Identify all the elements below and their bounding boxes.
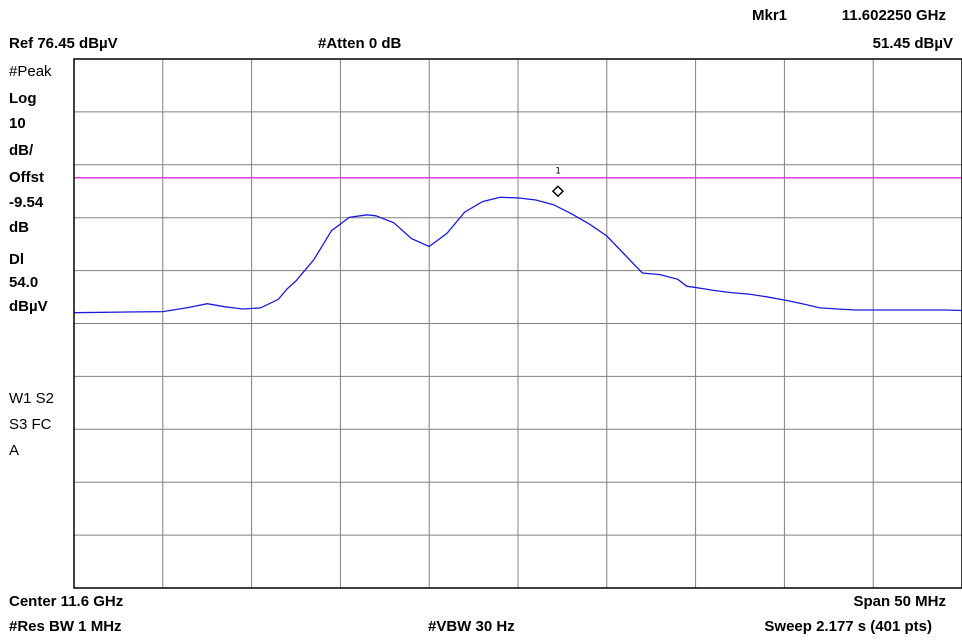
trace-modes-line-2: S3 FC bbox=[9, 416, 52, 433]
marker-diamond-icon bbox=[551, 185, 565, 198]
marker-number-label: 1 bbox=[555, 166, 560, 176]
marker-1: 1 bbox=[551, 166, 565, 198]
display-line-unit: dBµV bbox=[9, 298, 48, 315]
attenuation: #Atten 0 dB bbox=[318, 35, 402, 52]
marker-frequency: 11.602250 GHz bbox=[841, 7, 946, 24]
detector-label: #Peak bbox=[9, 63, 52, 80]
marker-amplitude: 51.45 dBµV bbox=[872, 35, 953, 52]
reference-level: Ref 76.45 dBµV bbox=[9, 35, 118, 52]
center-frequency: Center 11.6 GHz bbox=[9, 593, 124, 610]
scale-unit-label: dB/ bbox=[9, 142, 34, 159]
grid bbox=[74, 59, 962, 588]
marker-label: Mkr1 bbox=[752, 7, 788, 24]
trace-modes-line-1: W1 S2 bbox=[9, 390, 55, 407]
sweep-time: Sweep 2.177 s (401 pts) bbox=[764, 618, 932, 635]
offset-value: -9.54 bbox=[9, 194, 44, 211]
video-bandwidth: #VBW 30 Hz bbox=[428, 618, 515, 635]
offset-label: Offst bbox=[9, 169, 44, 186]
display-line-value: 54.0 bbox=[9, 274, 39, 291]
span: Span 50 MHz bbox=[853, 593, 946, 610]
plot-frame bbox=[73, 58, 962, 589]
scale-value-label: 10 bbox=[9, 115, 26, 132]
scale-type-label: Log bbox=[9, 90, 37, 107]
display-line-label: Dl bbox=[9, 251, 24, 268]
offset-unit: dB bbox=[9, 219, 29, 236]
trace-modes-line-3: A bbox=[9, 442, 20, 459]
resolution-bandwidth: #Res BW 1 MHz bbox=[9, 618, 122, 635]
trace-line bbox=[73, 196, 962, 314]
